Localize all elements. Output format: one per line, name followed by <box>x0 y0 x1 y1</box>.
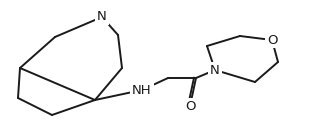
Text: NH: NH <box>132 83 152 96</box>
Text: N: N <box>210 64 220 76</box>
Text: O: O <box>267 34 277 46</box>
Text: N: N <box>97 11 107 24</box>
Text: O: O <box>185 99 195 112</box>
